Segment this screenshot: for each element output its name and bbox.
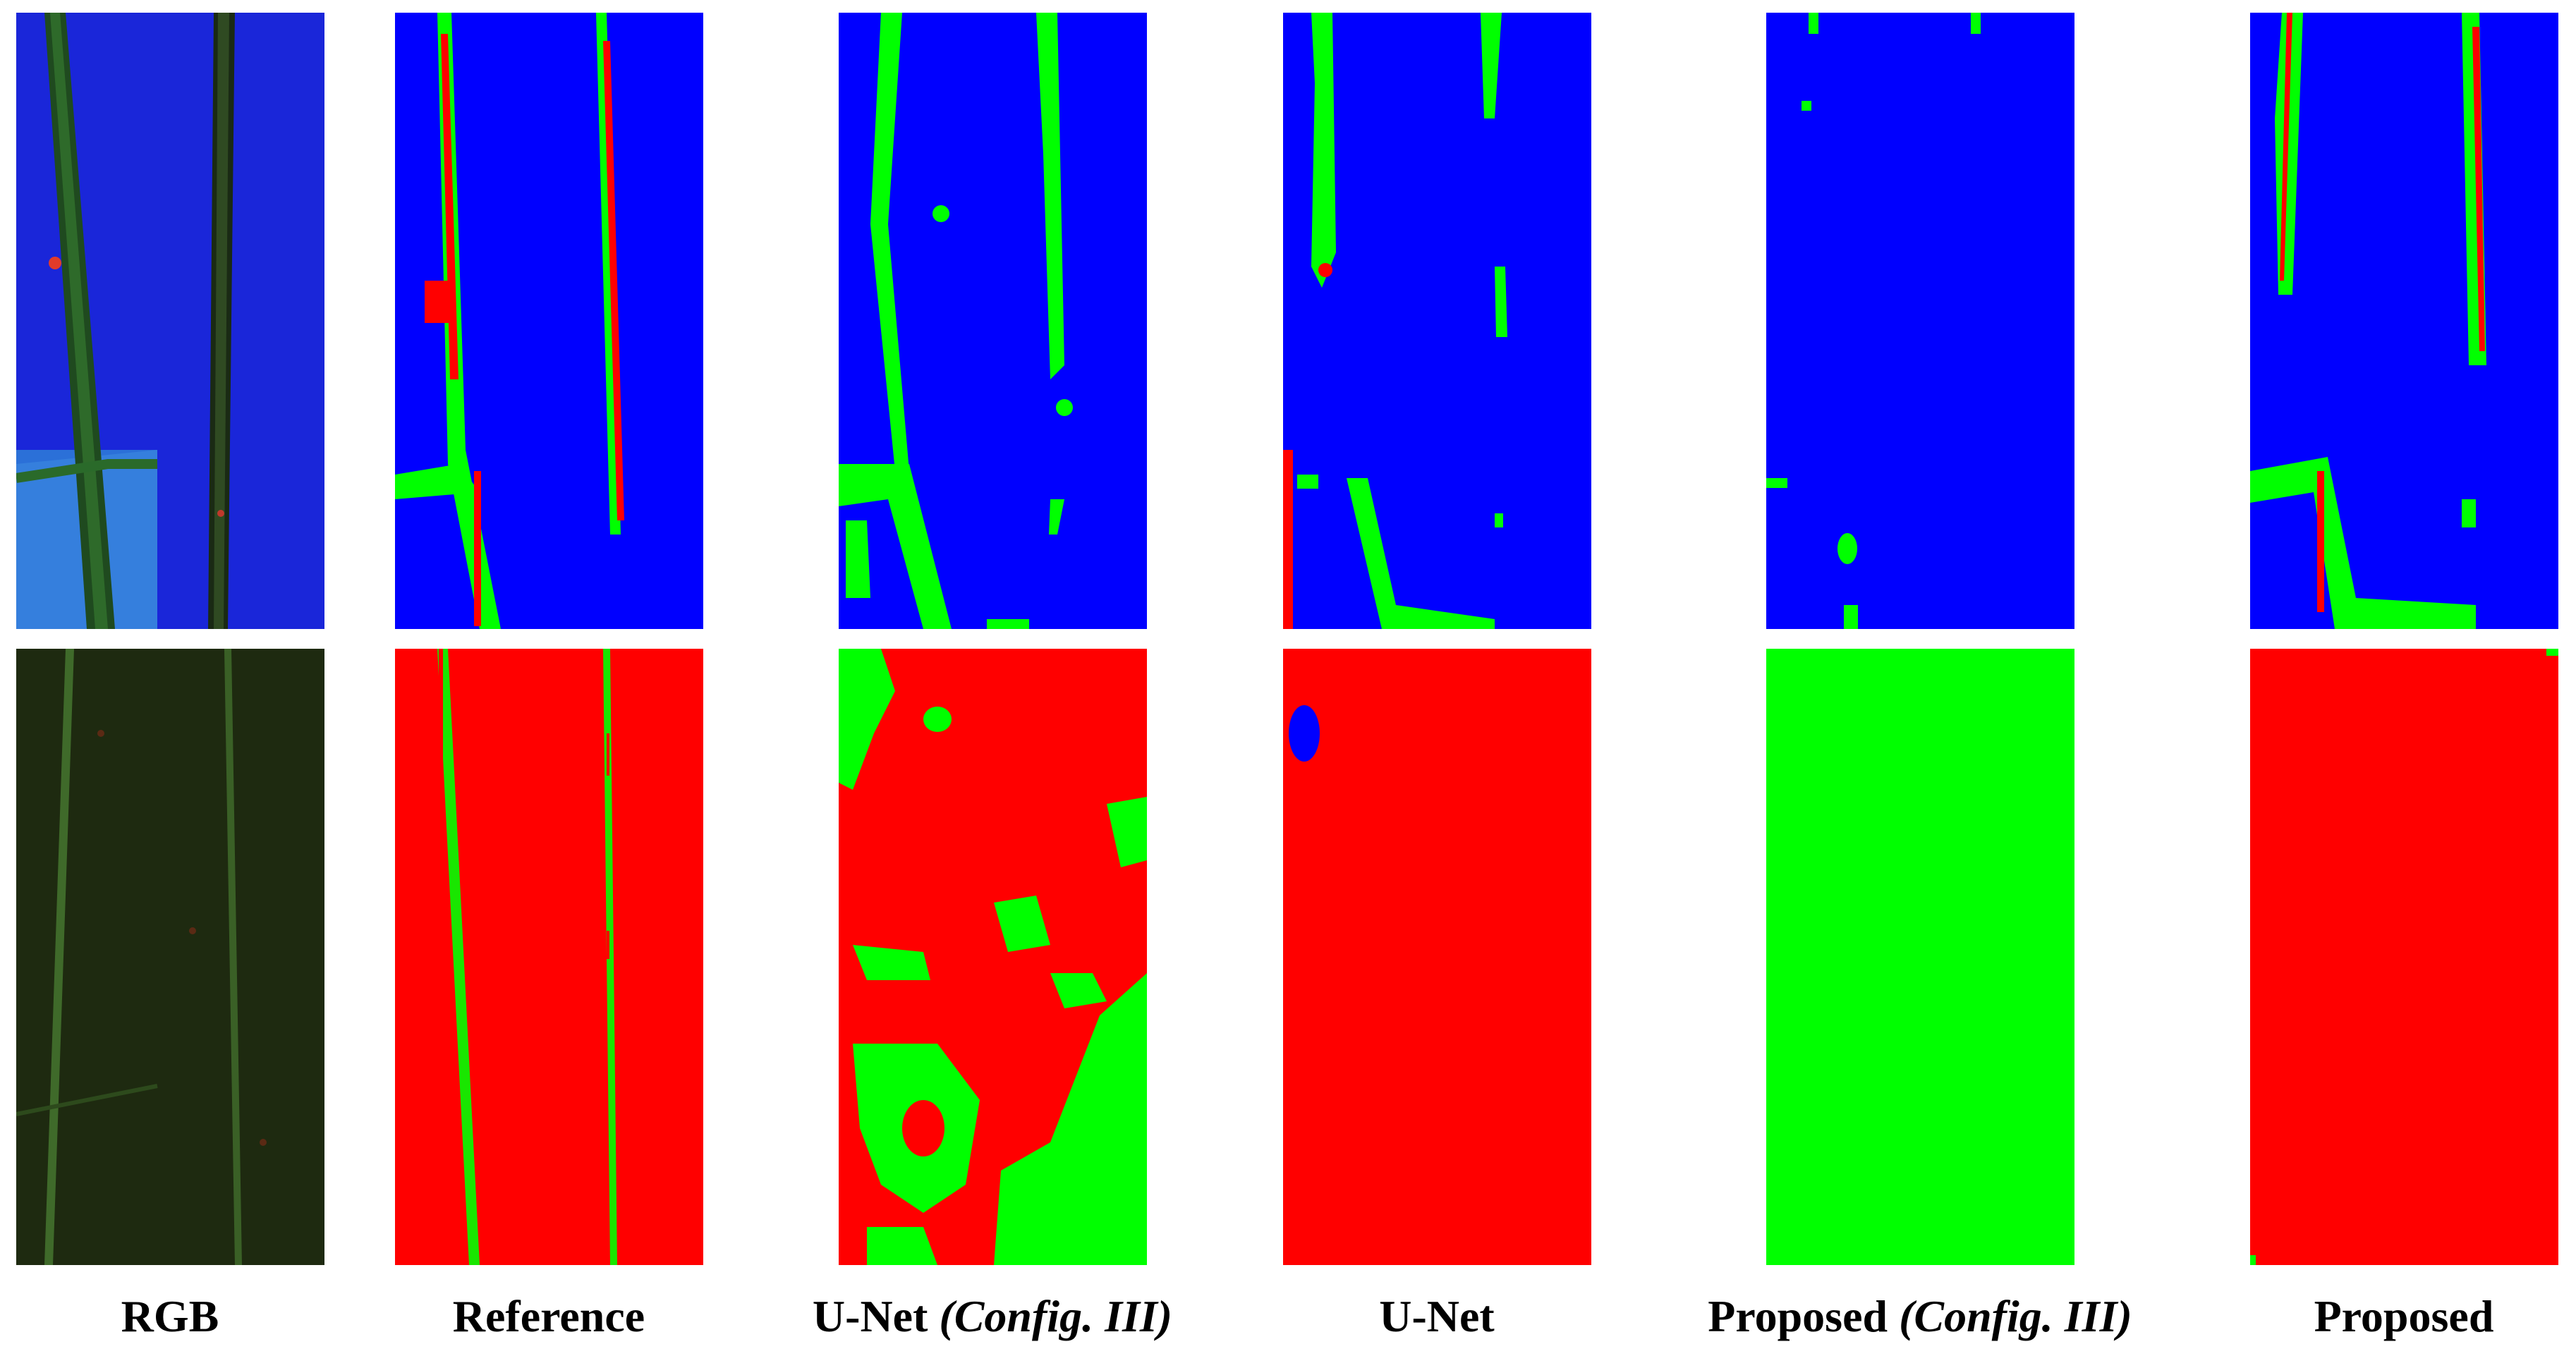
- reference-map-row2: [395, 649, 703, 1265]
- proposed-map-row2: [2250, 649, 2558, 1265]
- unet-map-row2: [1283, 649, 1591, 1265]
- proposed-config3-map-row1: [1766, 13, 2074, 629]
- caption-proposed-config3: Proposed (Config. III): [1708, 1290, 2132, 1347]
- caption-rgb-text: RGB: [121, 1291, 219, 1341]
- caption-unet-config3-text: U-Net: [812, 1291, 940, 1341]
- unet-config3-map-row1: [839, 13, 1147, 629]
- caption-proposed-config3-text: Proposed: [1708, 1291, 1900, 1341]
- proposed-config3-map-row2: [1766, 649, 2074, 1265]
- caption-rgb: RGB: [121, 1290, 219, 1347]
- proposed-map-row1: [2250, 13, 2558, 629]
- caption-unet-config3: U-Net (Config. III): [813, 1290, 1172, 1347]
- reference-map-row1: [395, 13, 703, 629]
- rgb-image-row2: [16, 649, 324, 1265]
- caption-reference: Reference: [453, 1290, 645, 1347]
- caption-proposed-text: Proposed: [2314, 1291, 2494, 1341]
- caption-unet-text: U-Net: [1379, 1291, 1495, 1341]
- caption-reference-text: Reference: [452, 1291, 645, 1341]
- caption-unet: U-Net: [1379, 1290, 1494, 1347]
- unet-map-row1: [1283, 13, 1591, 629]
- caption-unet-config3-em: (Config. III): [939, 1291, 1173, 1341]
- unet-config3-map-row2: [839, 649, 1147, 1265]
- rgb-image-row1: [16, 13, 324, 629]
- caption-proposed: Proposed: [2314, 1290, 2494, 1347]
- caption-proposed-config3-em: (Config. III): [1899, 1291, 2132, 1341]
